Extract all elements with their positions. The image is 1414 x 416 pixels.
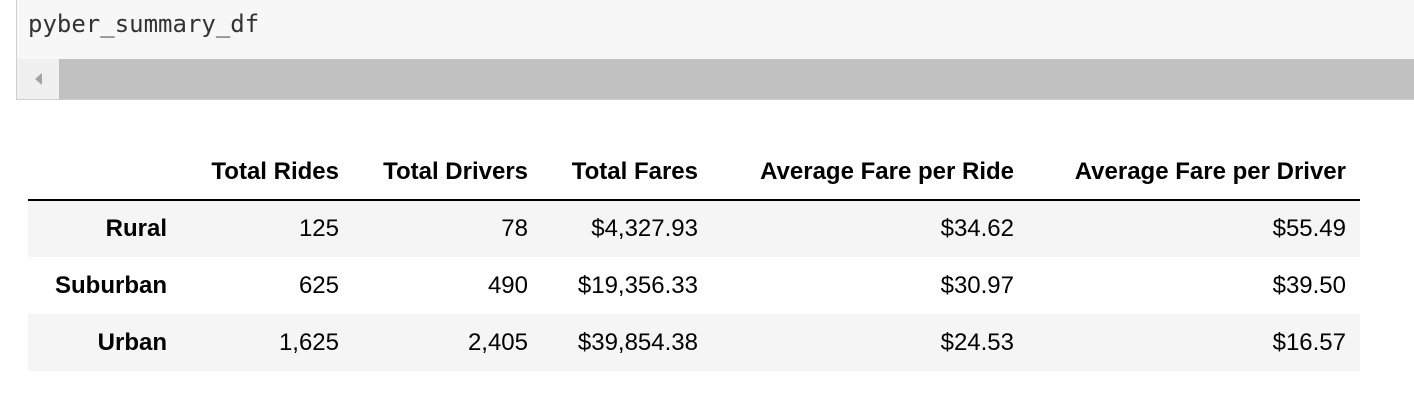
column-header-total-fares: Total Fares (542, 144, 712, 201)
horizontal-scrollbar[interactable] (17, 59, 1414, 99)
column-header-index (28, 144, 181, 201)
scrollbar-thumb[interactable] (59, 59, 1414, 99)
column-header-avg-fare-per-ride: Average Fare per Ride (712, 144, 1028, 201)
row-index-label: Urban (97, 328, 167, 356)
chevron-left-icon (34, 73, 42, 85)
table-cell: $30.97 (940, 271, 1014, 299)
table-row: Rural 125 78 $4,327.93 $34.62 $55.49 (28, 200, 1360, 257)
dataframe-output-table: Total Rides Total Drivers Total Fares Av… (28, 144, 1360, 371)
table-cell: $19,356.33 (577, 271, 698, 299)
column-header-total-drivers: Total Drivers (353, 144, 542, 201)
table-header-row: Total Rides Total Drivers Total Fares Av… (28, 144, 1360, 201)
table-cell: $55.49 (1272, 215, 1346, 242)
row-index-label: Rural (105, 215, 167, 242)
column-header-avg-fare-per-driver: Average Fare per Driver (1028, 144, 1360, 201)
code-cell-input[interactable]: pyber_summary_df (16, 0, 1414, 100)
table-cell: 78 (501, 215, 528, 242)
table-cell: $34.62 (940, 215, 1014, 242)
table-row: Urban 1,625 2,405 $39,854.38 $24.53 $16.… (28, 314, 1360, 371)
table-cell: 125 (298, 215, 339, 242)
table-cell: $16.57 (1272, 328, 1346, 356)
table-cell: 2,405 (467, 328, 528, 356)
table-cell: $39,854.38 (577, 328, 698, 356)
scroll-left-button[interactable] (17, 59, 59, 99)
table-cell: $4,327.93 (591, 215, 698, 242)
code-cell-source[interactable]: pyber_summary_df (28, 10, 260, 38)
table-row: Suburban 625 490 $19,356.33 $30.97 $39.5… (28, 257, 1360, 314)
table-cell: 1,625 (278, 328, 339, 356)
column-header-total-rides: Total Rides (181, 144, 353, 201)
table-cell: $24.53 (940, 328, 1014, 356)
table-cell: 490 (487, 271, 528, 299)
table-cell: 625 (298, 271, 339, 299)
table-cell: $39.50 (1272, 271, 1346, 299)
row-index-label: Suburban (55, 271, 167, 299)
